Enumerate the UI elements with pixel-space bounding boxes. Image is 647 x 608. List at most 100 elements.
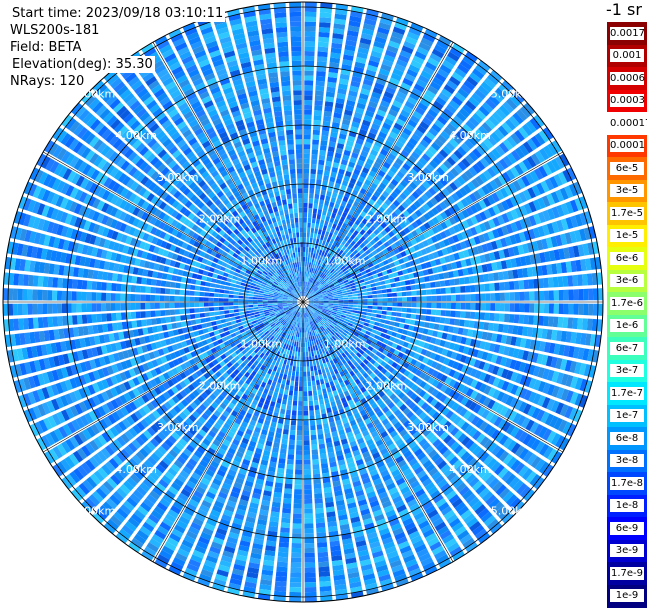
range-gate [543, 316, 549, 326]
range-gate [375, 282, 380, 286]
range-gate [303, 223, 306, 228]
range-gate [310, 238, 313, 243]
range-gate [303, 328, 304, 333]
range-gate [488, 323, 494, 331]
range-gate [324, 200, 329, 206]
range-gate [312, 449, 318, 454]
range-gate [301, 337, 303, 342]
range-gate [304, 134, 311, 139]
range-gate [430, 282, 436, 288]
range-gate [303, 272, 304, 277]
range-gate [281, 523, 290, 529]
range-gate [373, 299, 378, 302]
range-gate [304, 548, 314, 553]
range-gate [321, 463, 328, 469]
range-gate [419, 321, 425, 327]
range-gate [319, 399, 324, 405]
range-gate [429, 275, 435, 281]
range-gate [329, 302, 334, 303]
range-gate [315, 224, 319, 229]
range-gate [450, 287, 455, 293]
range-gate [538, 316, 544, 326]
range-gate [363, 299, 368, 302]
range-gate [343, 300, 348, 302]
range-gate [454, 278, 460, 285]
range-gate [314, 199, 319, 204]
range-gate [394, 277, 400, 282]
range-gate [317, 542, 327, 548]
range-gate [293, 504, 301, 509]
range-gate [309, 401, 313, 406]
range-gate [324, 221, 329, 227]
range-gate [321, 384, 326, 390]
range-gate [348, 294, 353, 297]
range-gate [315, 503, 324, 509]
range-gate [303, 252, 305, 257]
range-gate [295, 352, 298, 357]
range-gate [377, 306, 382, 309]
range-gate [434, 274, 440, 280]
range-gate [407, 297, 412, 301]
range-gate [587, 319, 593, 331]
range-gate [377, 290, 382, 294]
range-gate [304, 509, 313, 514]
range-gate [291, 558, 302, 563]
range-gate [374, 322, 380, 326]
range-gate [449, 318, 455, 325]
range-gate [304, 159, 310, 164]
range-gate [307, 376, 310, 381]
range-gate [300, 332, 302, 337]
range-gate [317, 365, 321, 370]
range-gate [480, 303, 485, 310]
range-gate [301, 347, 303, 352]
range-gate [311, 248, 314, 253]
range-gate [299, 377, 302, 382]
range-gate [297, 435, 303, 440]
range-gate [314, 228, 318, 233]
range-gate [323, 482, 331, 488]
range-gate [316, 360, 320, 365]
range-gate [312, 149, 318, 154]
range-gate [529, 291, 534, 300]
range-gate [485, 303, 490, 311]
range-gate [319, 571, 330, 577]
range-gate [300, 372, 303, 377]
range-gate [470, 312, 475, 319]
range-gate [391, 312, 396, 316]
range-gate [304, 208, 308, 213]
range-gate [303, 218, 306, 223]
range-gate [312, 144, 319, 149]
range-gate [426, 309, 431, 314]
range-gate [293, 509, 302, 514]
range-gate [298, 396, 302, 401]
range-gate [317, 209, 322, 214]
range-gate [404, 274, 410, 279]
range-gate [436, 310, 441, 316]
range-gate [304, 523, 313, 528]
range-gate [304, 149, 310, 154]
range-gate [319, 374, 323, 379]
range-gate [312, 385, 316, 390]
range-gate [325, 161, 331, 167]
range-gate [365, 281, 370, 285]
range-gate [293, 361, 296, 366]
range-gate [308, 203, 312, 208]
range-gate [381, 285, 386, 289]
range-gate [278, 363, 282, 369]
range-gate [318, 562, 329, 568]
range-gate [563, 317, 569, 328]
range-gate [311, 445, 317, 450]
range-gate [278, 393, 283, 399]
range-gate [305, 553, 315, 558]
range-gate [480, 312, 485, 320]
range-gate [343, 302, 348, 304]
range-gate [322, 130, 329, 136]
range-gate [304, 61, 314, 66]
range-gate [489, 313, 494, 321]
range-gate [495, 303, 500, 311]
range-gate [544, 303, 549, 313]
range-gate [317, 537, 327, 543]
range-gate [322, 388, 327, 394]
range-gate [302, 328, 303, 333]
range-gate [310, 174, 315, 179]
